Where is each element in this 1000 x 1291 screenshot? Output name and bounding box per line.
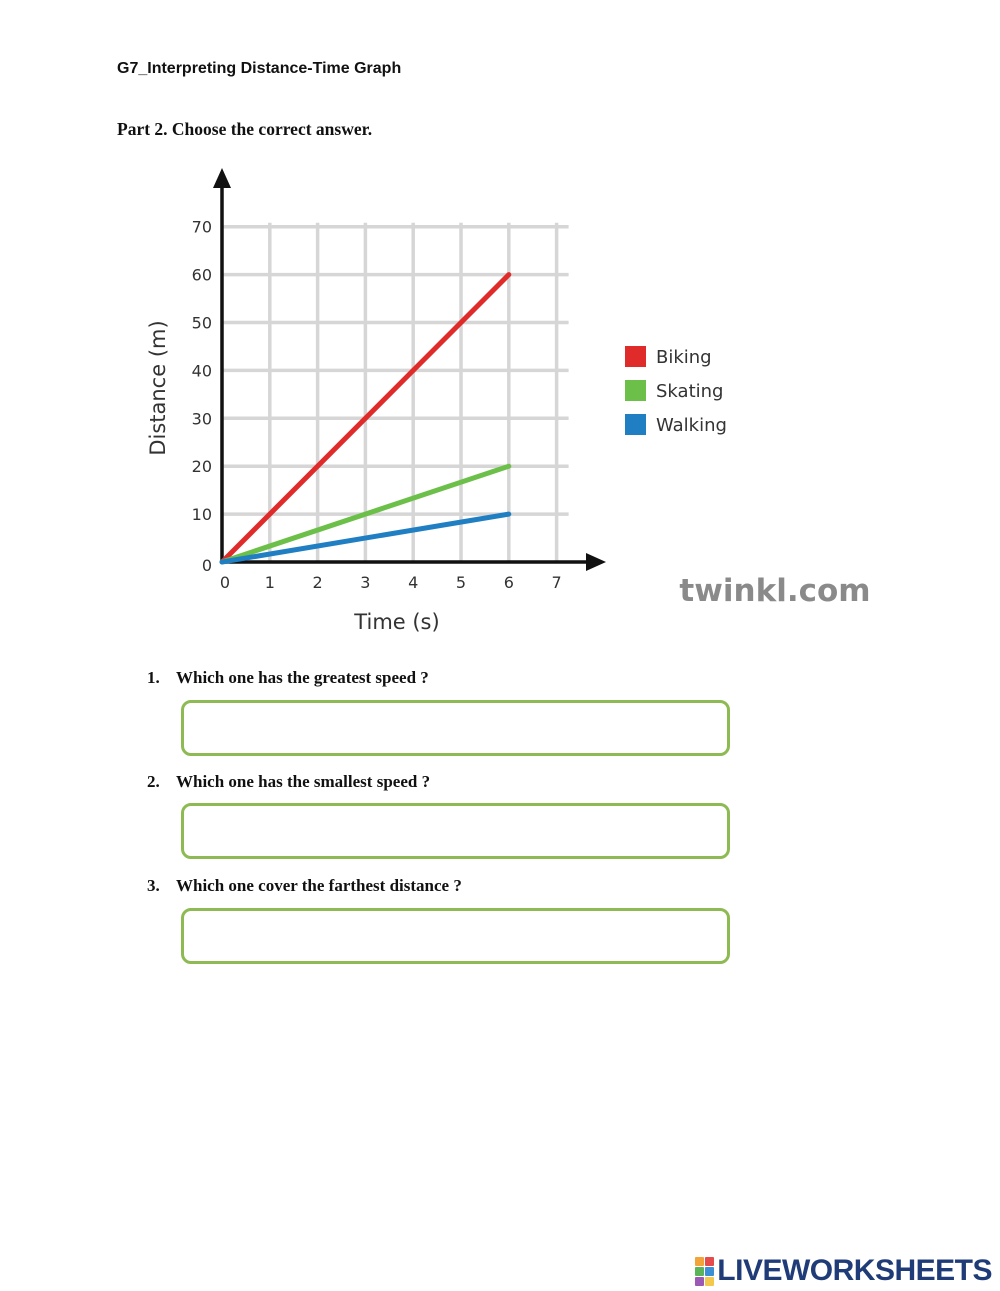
- y-tick-label: 40: [192, 361, 212, 380]
- series-line-skating: [219, 463, 512, 565]
- x-tick-label: 0: [220, 573, 230, 592]
- legend-label-biking: Biking: [656, 347, 712, 368]
- legend-swatch-biking: [625, 346, 646, 367]
- question-text: Which one has the greatest speed ?: [176, 668, 429, 687]
- x-axis-label: Time (s): [353, 610, 439, 634]
- answer-input-2[interactable]: [181, 803, 730, 859]
- twinkl-watermark: twinkl.com: [679, 573, 870, 609]
- y-axis-arrow: [213, 168, 231, 188]
- document-title: G7_Interpreting Distance-Time Graph: [117, 60, 402, 77]
- y-tick-label: 50: [192, 314, 212, 333]
- x-tick-label: 1: [265, 573, 275, 592]
- logo-square: [695, 1266, 705, 1276]
- legend-label-skating: Skating: [656, 381, 723, 402]
- y-tick-labels: 0 10 20 30 40 50 60 70: [192, 218, 212, 575]
- y-tick-label: 70: [192, 218, 212, 237]
- series-line-biking: [219, 272, 512, 565]
- answer-input-3[interactable]: [181, 908, 730, 964]
- liveworksheets-logo-icon: [695, 1256, 715, 1286]
- x-tick-label: 4: [408, 573, 418, 592]
- y-tick-label: 10: [192, 505, 212, 524]
- question-text: Which one has the smallest speed ?: [176, 772, 431, 791]
- logo-square: [695, 1256, 705, 1266]
- legend-swatch-walking: [625, 414, 646, 435]
- chart-axes: [213, 168, 606, 571]
- chart-legend: Biking Skating Walking: [625, 346, 727, 436]
- x-axis-arrow: [586, 553, 606, 571]
- x-tick-label: 5: [456, 573, 466, 592]
- chart-series: [219, 272, 512, 565]
- liveworksheets-wordmark: LIVEWORKSHEETS: [717, 1254, 992, 1287]
- x-tick-label: 2: [313, 573, 323, 592]
- distance-time-chart: 0 1 2 3 4 5 6 7 0 10 20 30 40 50 60 70 Time (s) Distan…: [146, 168, 871, 634]
- question-number: 3.: [147, 876, 160, 895]
- logo-square: [705, 1266, 715, 1276]
- series-line-walking: [219, 511, 512, 565]
- answer-input-1[interactable]: [181, 700, 730, 756]
- question-2: 2. Which one has the smallest speed ?: [147, 772, 430, 792]
- legend-label-walking: Walking: [656, 415, 727, 436]
- question-3: 3. Which one cover the farthest distance …: [147, 876, 462, 896]
- y-axis-label: Distance (m): [146, 320, 170, 455]
- logo-square: [705, 1256, 715, 1266]
- logo-square: [695, 1276, 705, 1286]
- x-tick-label: 6: [504, 573, 514, 592]
- x-tick-labels: 0 1 2 3 4 5 6 7: [220, 573, 562, 592]
- legend-swatch-skating: [625, 380, 646, 401]
- question-number: 2.: [147, 772, 160, 791]
- logo-square: [705, 1276, 715, 1286]
- question-1: 1. Which one has the greatest speed ?: [147, 668, 429, 688]
- x-tick-label: 3: [360, 573, 370, 592]
- y-tick-label: 0: [202, 556, 212, 575]
- part-heading: Part 2. Choose the correct answer.: [117, 119, 373, 139]
- x-tick-label: 7: [552, 573, 562, 592]
- y-tick-label: 60: [192, 266, 212, 285]
- liveworksheets-logo: LIVEWORKSHEETS: [695, 1256, 992, 1286]
- question-number: 1.: [147, 668, 160, 687]
- y-tick-label: 20: [192, 457, 212, 476]
- y-tick-label: 30: [192, 409, 212, 428]
- question-text: Which one cover the farthest distance ?: [176, 876, 462, 895]
